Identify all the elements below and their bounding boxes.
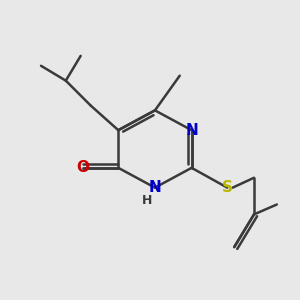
Text: O: O xyxy=(76,160,89,175)
Text: N: N xyxy=(185,123,198,138)
Text: H: H xyxy=(142,194,153,207)
Text: N: N xyxy=(148,180,161,195)
Text: S: S xyxy=(222,180,233,195)
